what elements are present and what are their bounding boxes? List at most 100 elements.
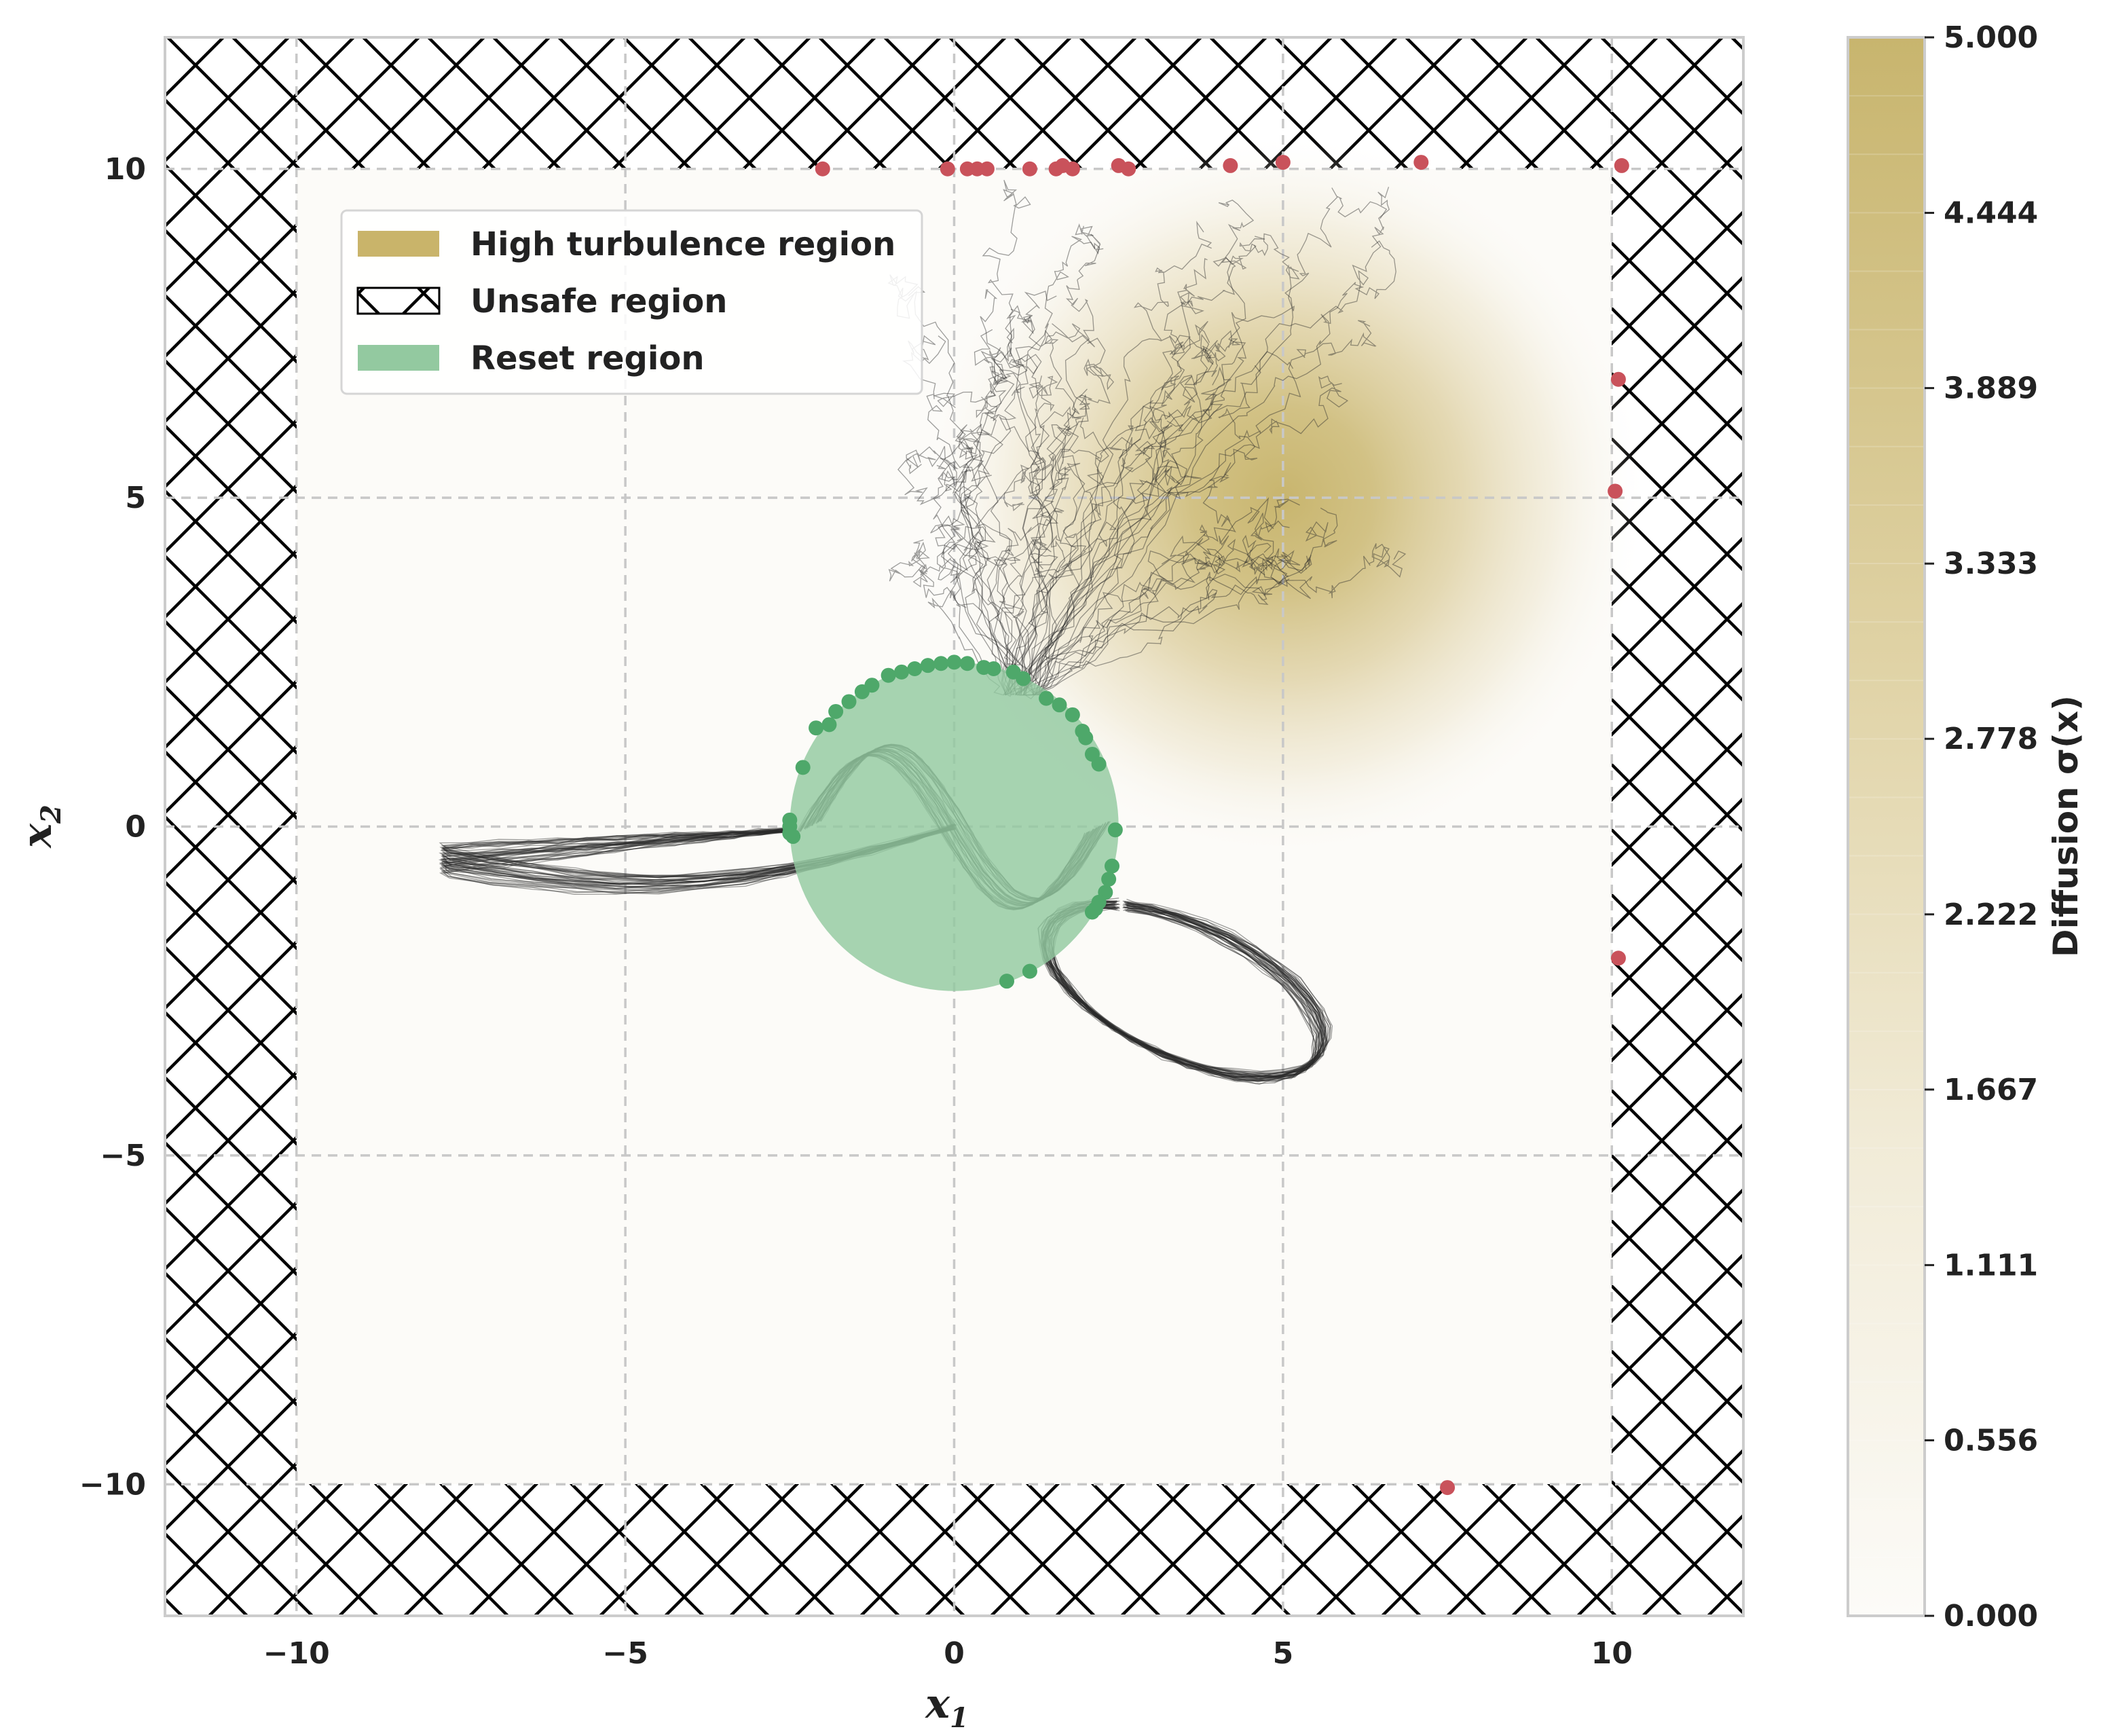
legend-box xyxy=(340,209,923,395)
trajectory xyxy=(441,825,955,878)
unsafe-exit-point xyxy=(1608,483,1623,499)
trajectory xyxy=(443,824,956,889)
trajectory xyxy=(956,424,1018,695)
trajectory xyxy=(906,445,1029,695)
trajectory xyxy=(441,824,955,893)
trajectory xyxy=(439,825,955,893)
trajectory xyxy=(1014,406,1071,695)
trajectory xyxy=(1020,449,1188,695)
x-axis-label-main: x xyxy=(924,1680,950,1728)
legend: High turbulence region Unsafe region Res… xyxy=(340,209,923,395)
colorbar-tick-label: 5.000 xyxy=(1944,20,2038,55)
unsafe-exit-point xyxy=(1610,950,1626,966)
trajectory xyxy=(993,464,1053,696)
trajectory xyxy=(1032,187,1388,695)
trajectory xyxy=(441,824,953,885)
trajectory xyxy=(438,826,956,885)
trajectory xyxy=(441,828,955,889)
trajectory xyxy=(441,824,955,879)
unsafe-exit-point xyxy=(940,161,955,177)
x-tick-labels: −10 −5 0 5 10 xyxy=(263,1636,1633,1671)
reset-hit-point xyxy=(782,812,798,828)
reset-hit-point xyxy=(894,664,909,680)
legend-swatch-turbulence xyxy=(358,231,439,257)
trajectory xyxy=(442,827,952,881)
reset-hit-point xyxy=(795,760,811,775)
trajectory xyxy=(1010,320,1215,696)
trajectory xyxy=(443,828,952,887)
trajectory xyxy=(1005,333,1214,696)
trajectory xyxy=(1017,236,1265,696)
trajectory xyxy=(441,826,952,891)
reset-hit-point xyxy=(1105,858,1119,874)
trajectory xyxy=(1034,543,1407,696)
colorbar-tick-label: 4.444 xyxy=(1944,196,2038,231)
trajectory xyxy=(1008,291,1057,695)
legend-label-unsafe: Unsafe region xyxy=(470,282,727,320)
reset-hit-point xyxy=(1039,690,1054,706)
trajectory xyxy=(443,827,955,884)
reset-hit-point xyxy=(821,717,837,733)
legend-label-turbulence: High turbulence region xyxy=(470,225,895,263)
trajectory xyxy=(902,335,1025,695)
unsafe-exit-point xyxy=(1440,1480,1456,1496)
unsafe-exit-points xyxy=(815,155,1629,1496)
trajectory xyxy=(1016,497,1290,696)
trajectory xyxy=(439,827,955,895)
trajectory xyxy=(965,329,1015,696)
colorbar-tick-label: 2.778 xyxy=(1944,722,2038,756)
trajectory xyxy=(440,828,955,885)
unsafe-exit-point xyxy=(979,161,995,177)
legend-swatch-unsafe xyxy=(356,287,441,315)
reset-hit-point xyxy=(1022,963,1037,979)
reset-hit-point xyxy=(841,694,857,709)
reset-hit-point xyxy=(864,678,880,693)
y-tick-label: 5 xyxy=(125,481,146,515)
trajectory xyxy=(1026,507,1338,696)
colorbar-tick-label: 3.889 xyxy=(1944,371,2038,406)
reset-hit-point xyxy=(1016,671,1031,686)
trajectory xyxy=(1014,335,1191,696)
trajectory xyxy=(441,824,957,883)
trajectory xyxy=(1033,462,1236,696)
trajectory xyxy=(1028,437,1155,696)
trajectory xyxy=(439,824,957,885)
colorbar-tick-label: 1.667 xyxy=(1944,1073,2038,1107)
trajectory xyxy=(1022,351,1294,696)
trajectory xyxy=(1005,240,1396,696)
trajectory xyxy=(1037,187,1390,696)
trajectory xyxy=(982,179,1046,695)
x-axis-label-subscript: 1 xyxy=(950,1702,969,1734)
trajectory xyxy=(443,828,955,878)
unsafe-exit-point xyxy=(1121,161,1136,177)
colorbar-label: Diffusion σ(x) xyxy=(2046,695,2086,957)
trajectory xyxy=(888,539,1035,696)
trajectory xyxy=(1007,320,1377,696)
reset-hit-point xyxy=(1084,904,1100,920)
reset-hit-point xyxy=(1052,697,1067,713)
trajectory xyxy=(963,327,1014,696)
unsafe-exit-point xyxy=(1413,155,1429,170)
trajectory xyxy=(1005,366,1231,695)
y-tick-labels: −10 −5 0 5 10 xyxy=(79,152,146,1502)
trajectory xyxy=(442,824,957,889)
reset-hit-point xyxy=(1107,822,1123,838)
x-tick-label: −10 xyxy=(263,1636,330,1671)
trajectory xyxy=(1019,498,1300,696)
y-axis-label-subscript: 2 xyxy=(35,805,67,824)
trajectory xyxy=(439,828,957,894)
trajectory xyxy=(441,828,956,886)
trajectory xyxy=(912,543,1004,696)
plot-frame xyxy=(164,36,1745,1617)
legend-swatch-reset xyxy=(358,345,439,371)
trajectory xyxy=(439,824,952,879)
colorbar-tick-label: 2.222 xyxy=(1944,898,2038,932)
colorbar-bands xyxy=(1848,95,1925,1558)
colorbar-fill xyxy=(1848,37,1925,1616)
trajectory xyxy=(439,825,954,887)
unsafe-exit-point xyxy=(1610,371,1626,387)
reset-hit-point xyxy=(999,974,1014,989)
trajectory xyxy=(442,828,956,886)
trajectory xyxy=(440,826,953,881)
reset-hit-point xyxy=(920,658,935,673)
